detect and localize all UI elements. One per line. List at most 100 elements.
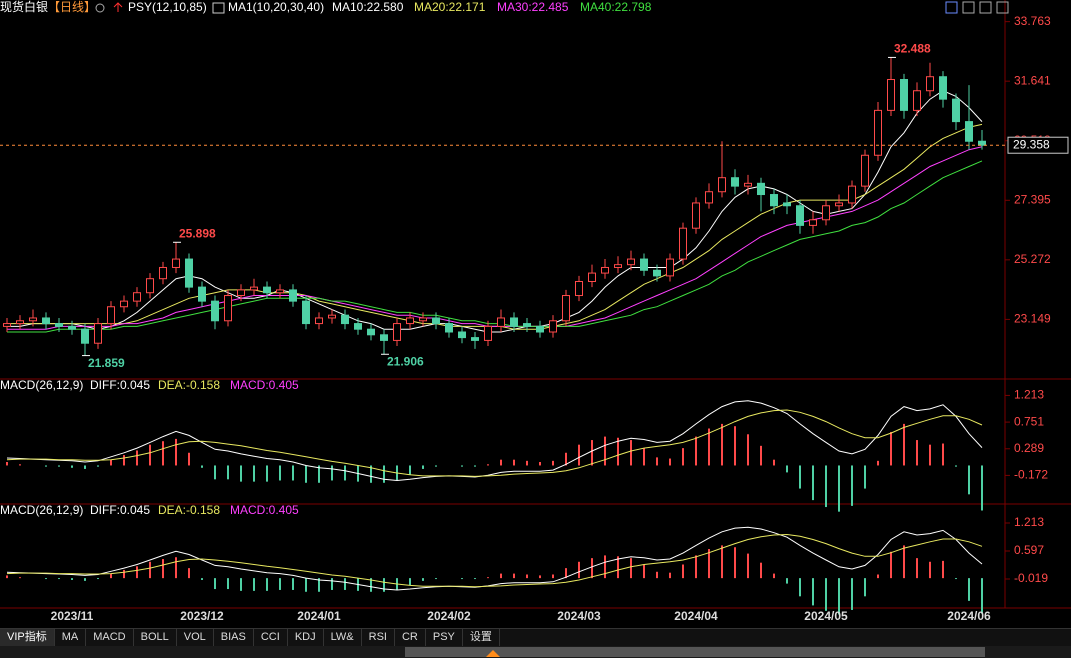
- candle-body: [705, 191, 713, 204]
- legend-entry: DIFF:0.045: [90, 503, 150, 517]
- tab[interactable]: BIAS: [214, 629, 254, 646]
- candle-body: [289, 289, 297, 302]
- candle-body: [952, 98, 960, 123]
- candle-body: [809, 219, 817, 226]
- candle-body: [81, 328, 89, 344]
- candle-body: [211, 300, 219, 322]
- chart-header: 现货白银【日线】 PSY(12,10,85) MA1(10,20,30,40) MA1…: [0, 0, 652, 14]
- y-tick-label: 23.149: [1014, 312, 1051, 326]
- icon[interactable]: [996, 1, 1009, 14]
- tab[interactable]: LW&: [324, 629, 362, 646]
- candle-body: [770, 194, 778, 207]
- candle-body: [692, 202, 700, 229]
- legend-entry: MA20:22.171: [414, 0, 486, 14]
- y-tick-label: 1.213: [1014, 388, 1044, 402]
- extreme-label: 32.488: [894, 42, 931, 56]
- candle-body: [796, 205, 804, 226]
- tab[interactable]: CR: [395, 629, 426, 646]
- candle-body: [666, 258, 674, 277]
- candle-body: [926, 76, 934, 92]
- y-tick-label: 25.272: [1014, 252, 1051, 266]
- candle-body: [29, 317, 37, 322]
- y-tick-label: -0.019: [1014, 571, 1048, 585]
- x-tick-label: 2023/11: [51, 609, 94, 623]
- y-tick-label: 27.395: [1014, 192, 1051, 206]
- tab[interactable]: MACD: [86, 629, 134, 646]
- tab[interactable]: CCI: [254, 629, 288, 646]
- candle-body: [848, 185, 856, 204]
- candle-body: [419, 317, 427, 322]
- tab[interactable]: PSY: [426, 629, 463, 646]
- candle-body: [341, 314, 349, 325]
- candle-body: [458, 331, 466, 339]
- ma-line: [7, 90, 983, 333]
- candle-body: [120, 300, 128, 308]
- candle-body: [939, 76, 947, 100]
- y-tick-label: 0.751: [1014, 414, 1044, 428]
- candle-body: [718, 177, 726, 193]
- header-text: 【日线】: [48, 0, 96, 14]
- candle-body: [900, 79, 908, 111]
- tab[interactable]: VIP指标: [0, 629, 55, 646]
- x-tick-label: 2024/02: [427, 609, 471, 623]
- y-tick-label: 31.641: [1014, 73, 1051, 87]
- tab[interactable]: BOLL: [134, 629, 177, 646]
- scroll-thumb[interactable]: [405, 647, 985, 657]
- extreme-label: 21.859: [88, 356, 125, 370]
- tab[interactable]: KDJ: [288, 629, 324, 646]
- tab[interactable]: RSI: [362, 629, 395, 646]
- extreme-label: 21.906: [387, 354, 424, 368]
- tab[interactable]: MA: [55, 629, 87, 646]
- tab[interactable]: VOL: [177, 629, 214, 646]
- candle-body: [393, 323, 401, 341]
- candle-body: [42, 317, 50, 325]
- tab[interactable]: 设置: [463, 629, 500, 646]
- candle-body: [549, 320, 557, 333]
- candle-body: [653, 269, 661, 277]
- legend-entry: DIFF:0.045: [90, 378, 150, 392]
- candle-body: [783, 202, 791, 207]
- candle-body: [627, 258, 635, 266]
- candle-body: [731, 177, 739, 187]
- candle-body: [146, 278, 154, 294]
- candle-body: [510, 317, 518, 327]
- icon[interactable]: [979, 1, 992, 14]
- candle-body: [315, 317, 323, 325]
- candle-body: [913, 90, 921, 111]
- x-tick-label: 2024/03: [557, 609, 601, 623]
- x-tick-label: 2024/04: [674, 609, 718, 623]
- macd-line: [6, 409, 983, 477]
- header-text: MACD(26,12,9): [0, 503, 83, 517]
- candle-body: [198, 286, 206, 302]
- candle-body: [302, 300, 310, 325]
- candle-body: [523, 323, 531, 327]
- candle-body: [640, 258, 648, 271]
- icon[interactable]: [945, 1, 958, 14]
- macd-line: [6, 526, 983, 591]
- header-text: MACD(26,12,9): [0, 378, 83, 392]
- y-tick-label: 1.213: [1014, 515, 1044, 529]
- last-price-label: 29.358: [1013, 137, 1050, 151]
- ma-line: [7, 146, 983, 330]
- candle-body: [835, 202, 843, 207]
- candle-body: [68, 325, 76, 330]
- x-tick-label: 2023/12: [180, 609, 224, 623]
- zoom-icon[interactable]: [95, 3, 105, 13]
- legend-entry: MA40:22.798: [580, 0, 652, 14]
- candle-body: [224, 295, 232, 322]
- legend-entry: DEA:-0.158: [158, 503, 220, 517]
- y-tick-label: 0.289: [1014, 441, 1044, 455]
- candle-body: [484, 325, 492, 341]
- legend-entry: DEA:-0.158: [158, 378, 220, 392]
- candle-body: [575, 280, 583, 297]
- candle-body: [237, 289, 245, 297]
- candle-body: [133, 292, 141, 302]
- scrollbar[interactable]: [0, 646, 1071, 658]
- ma-line: [7, 160, 983, 333]
- chart-header: MACD(26,12,9) DIFF:0.045 DEA:-0.158 MACD:0.…: [0, 503, 299, 517]
- candle-body: [861, 154, 869, 187]
- window-icons: [945, 1, 1009, 14]
- y-tick-label: 0.597: [1014, 543, 1044, 557]
- icon[interactable]: [962, 1, 975, 14]
